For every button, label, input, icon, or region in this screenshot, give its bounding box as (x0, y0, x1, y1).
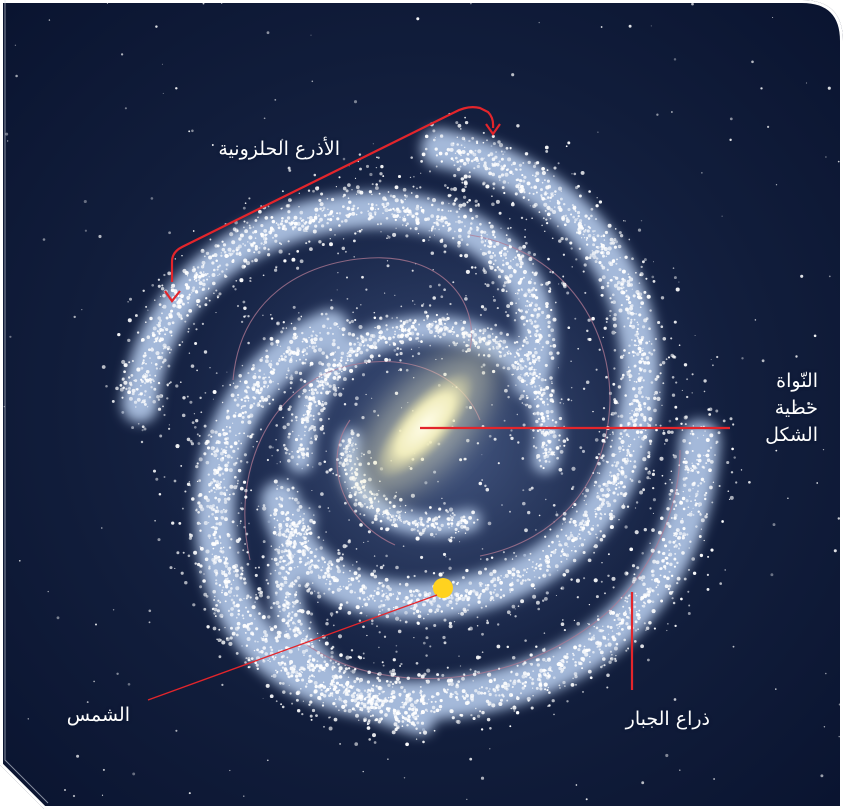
nucleus-label-line3: الشكل (765, 424, 818, 446)
sun-label: الشمس (66, 704, 130, 726)
arm-stars (101, 112, 743, 747)
leader-lines (147, 106, 730, 701)
nucleus-label-line2: خطية (774, 397, 818, 419)
bracket-arrow-left (164, 290, 181, 303)
galactic-core (354, 349, 496, 501)
spiral-arms-label: الأذرع الحلزونية (218, 138, 340, 160)
sun-leader-line (147, 594, 438, 701)
nucleus-label: النّواة خطية الشكل (700, 368, 818, 449)
bracket-arrow-right (485, 123, 501, 136)
orion-arm-label: ذراع الجبار (625, 708, 710, 730)
spiral-arms-bracket (170, 106, 495, 282)
sun-marker (433, 578, 453, 598)
nucleus-label-line1: النّواة (776, 370, 818, 392)
